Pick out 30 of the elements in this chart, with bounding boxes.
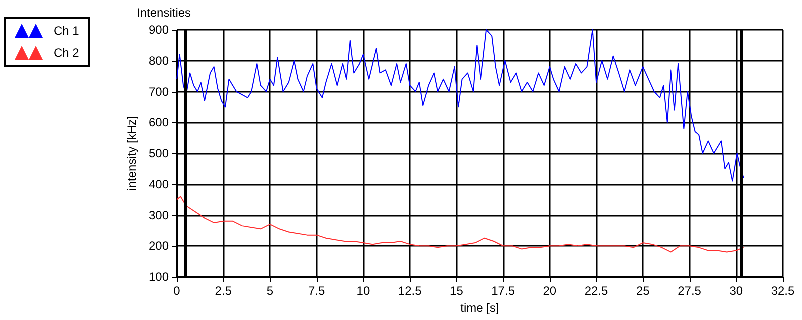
legend-label: Ch 1 — [54, 24, 80, 38]
x-tick-label: 2.5 — [215, 284, 232, 298]
x-axis-title: time [s] — [460, 300, 500, 315]
legend-label: Ch 2 — [54, 46, 80, 60]
y-tick-label: 100 — [148, 270, 170, 284]
line-series — [176, 30, 744, 182]
y-tick-label: 700 — [148, 84, 170, 99]
x-tick-label: 10 — [356, 284, 370, 298]
y-axis-title: intensity [kHz] — [125, 116, 140, 191]
y-tick-label: 800 — [148, 54, 170, 68]
x-tick-label: 5 — [266, 284, 274, 298]
x-tick-label: 15 — [450, 284, 464, 298]
x-tick-label: 12.5 — [398, 284, 422, 298]
x-tick-label: 32.5 — [771, 284, 795, 298]
y-tick-label: 300 — [148, 208, 170, 222]
x-tick-label: 7.5 — [308, 284, 326, 298]
y-tick-label: 900 — [148, 23, 170, 37]
y-tick-label: 400 — [148, 177, 170, 192]
x-tick-label: 25 — [636, 284, 650, 298]
x-tick-label: 17.5 — [492, 284, 516, 298]
chart-title: Intensities — [137, 6, 192, 20]
x-tick-label: 20 — [543, 284, 557, 298]
x-tick-label: 22.5 — [584, 284, 609, 298]
y-tick-label: 200 — [148, 239, 170, 254]
y-tick-label: 600 — [148, 116, 170, 130]
line-series — [176, 196, 744, 253]
x-tick-label: 27.5 — [678, 284, 702, 298]
x-tick-label: 0 — [174, 284, 181, 298]
y-tick-label: 500 — [148, 146, 170, 160]
x-tick-label: 30 — [730, 284, 744, 298]
